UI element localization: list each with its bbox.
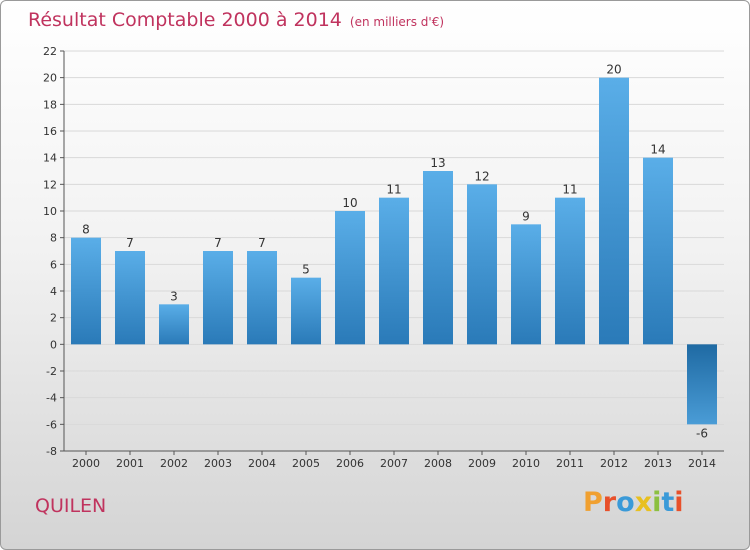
logo-letter: o: [616, 487, 635, 518]
bar: [159, 304, 189, 345]
data-label: -6: [696, 426, 708, 440]
commune-name: QUILEN: [35, 495, 107, 517]
data-label: 3: [170, 289, 178, 303]
data-label: 9: [522, 209, 530, 223]
bar: [71, 237, 101, 345]
y-tick-label: 18: [43, 98, 57, 111]
logo-letter: P: [583, 487, 603, 518]
data-label: 12: [474, 169, 489, 183]
chart-title: Résultat Comptable 2000 à 2014: [28, 9, 342, 31]
y-tick-label: -6: [46, 418, 57, 431]
logo-letter: r: [602, 487, 617, 518]
chart-title-block: Résultat Comptable 2000 à 2014 (en millie…: [28, 9, 444, 31]
y-tick-label: -4: [46, 392, 57, 405]
y-tick-label: 8: [50, 232, 57, 245]
x-tick-label: 2008: [424, 457, 452, 470]
data-label: 8: [82, 223, 90, 237]
data-label: 5: [302, 263, 310, 277]
data-label: 7: [258, 236, 266, 250]
y-tick-label: 14: [43, 152, 57, 165]
logo-letter: t: [661, 487, 675, 518]
data-label: 20: [606, 63, 621, 77]
y-tick-label: -2: [46, 365, 57, 378]
x-tick-label: 2012: [600, 457, 628, 470]
data-label: 14: [650, 143, 665, 157]
y-tick-label: 16: [43, 125, 57, 138]
bar: [599, 77, 629, 345]
x-tick-label: 2014: [688, 457, 716, 470]
data-label: 11: [386, 183, 401, 197]
y-tick-label: 20: [43, 72, 57, 85]
bar: [335, 211, 365, 345]
data-label: 11: [562, 183, 577, 197]
bar: [379, 197, 409, 345]
y-tick-label: 6: [50, 258, 57, 271]
x-tick-label: 2004: [248, 457, 276, 470]
y-tick-label: 4: [50, 285, 57, 298]
logo-letter: i: [652, 487, 662, 518]
bar: [555, 197, 585, 345]
logo-letter: x: [634, 487, 653, 518]
y-tick-label: 10: [43, 205, 57, 218]
x-tick-label: 2001: [116, 457, 144, 470]
bar: [203, 251, 233, 345]
data-label: 10: [342, 196, 357, 210]
data-label: 7: [214, 236, 222, 250]
bar: [687, 344, 717, 425]
x-tick-label: 2006: [336, 457, 364, 470]
y-tick-label: 12: [43, 178, 57, 191]
data-label: 13: [430, 156, 445, 170]
y-tick-label: 0: [50, 338, 57, 351]
proxiti-logo: Proxiti: [583, 487, 684, 518]
bar: [247, 251, 277, 345]
chart-subtitle: (en milliers d'€): [349, 15, 445, 29]
y-tick-label: 22: [43, 45, 57, 58]
data-label: 7: [126, 236, 134, 250]
y-tick-label: 2: [50, 312, 57, 325]
x-tick-label: 2009: [468, 457, 496, 470]
x-tick-label: 2010: [512, 457, 540, 470]
x-tick-label: 2000: [72, 457, 100, 470]
x-tick-label: 2002: [160, 457, 188, 470]
x-tick-label: 2003: [204, 457, 232, 470]
bar: [643, 157, 673, 345]
x-tick-label: 2005: [292, 457, 320, 470]
bar: [423, 171, 453, 345]
bar: [511, 224, 541, 345]
logo-letter: i: [674, 487, 684, 518]
bar: [115, 251, 145, 345]
x-tick-label: 2007: [380, 457, 408, 470]
y-tick-label: -8: [46, 445, 57, 458]
x-tick-label: 2011: [556, 457, 584, 470]
bar: [467, 184, 497, 345]
x-tick-label: 2013: [644, 457, 672, 470]
bar: [291, 277, 321, 345]
